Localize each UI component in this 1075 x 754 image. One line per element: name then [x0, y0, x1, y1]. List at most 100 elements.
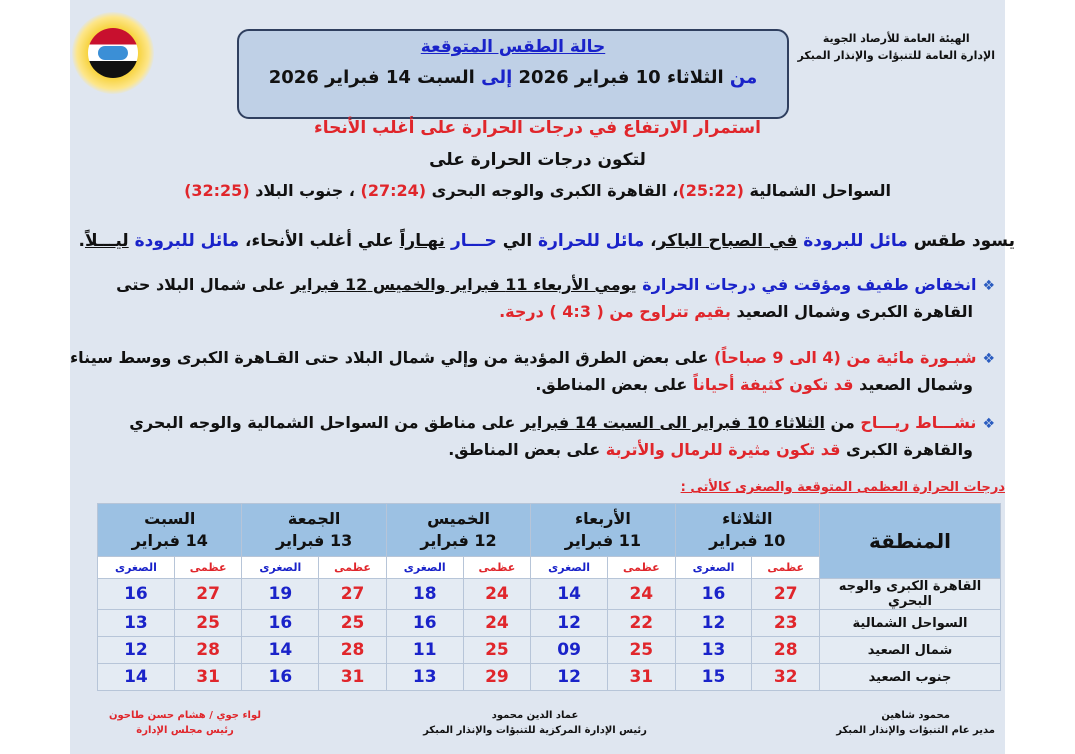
forecast-paragraph: ❖ شبـورة مائية من (4 الى 9 صباحاً) على بع… [70, 345, 995, 398]
text-segment: (32:25) [184, 181, 250, 200]
paragraph-line: القاهرة الكبرى وشمال الصعيد بقيم تتراوح … [70, 299, 995, 325]
text-segment: . [78, 231, 85, 251]
min-temp: 12 [530, 663, 609, 691]
table-row: القاهرة الكبرى والوجه البحري 27 16 24 14 24 18… [97, 578, 1001, 610]
org-department: الإدارة العامة للتنبؤات والإنذار المبكر [797, 49, 995, 62]
min-temp: 15 [674, 663, 753, 691]
paragraph-line: ❖ نشـــاط ريـــاح من الثلاثاء 10 فبراير ا… [70, 410, 995, 437]
text-segment: من [824, 413, 855, 432]
cloud-icon [98, 46, 128, 60]
max-temp: 31 [173, 663, 243, 691]
max-temp: 27 [173, 578, 243, 610]
text-segment: على بعض الطرق المؤدية من وإلي شمال البلا… [69, 348, 709, 367]
max-temp: 24 [462, 578, 532, 610]
text-segment: الي [496, 231, 533, 251]
text-segment: نشـــاط ريـــاح [854, 413, 977, 432]
region-name: شمال الصعيد [819, 636, 1001, 664]
min-temp: 13 [97, 609, 175, 637]
max-temp: 24 [607, 578, 676, 610]
text-segment: ، [644, 231, 657, 251]
max-label: عظمى [751, 556, 820, 579]
text-segment: على شمال البلاد حتى [116, 275, 292, 294]
min-label: الصغرى [385, 556, 464, 579]
text-segment: على بعض المناطق. [448, 440, 601, 459]
max-temp: 22 [607, 609, 676, 637]
text-segment: (25:22) [678, 181, 744, 200]
min-label: الصغرى [530, 556, 609, 579]
date-range: من الثلاثاء 10 فبراير 2026 إلى السبت 14 … [268, 67, 758, 88]
max-temp: 25 [173, 609, 243, 637]
forecast-paragraph: ❖ نشـــاط ريـــاح من الثلاثاء 10 فبراير ا… [70, 410, 995, 463]
headline-temps: السواحل الشمالية (25:22)، القاهرة الكبرى… [70, 181, 1005, 200]
region-name: جنوب الصعيد [819, 663, 1001, 691]
day-header: السبت 14 فبراير [96, 503, 243, 557]
max-temp: 31 [607, 663, 676, 691]
min-temp: 18 [385, 578, 464, 610]
min-temp: 14 [241, 636, 320, 664]
max-label: عظمى [173, 556, 243, 579]
text-segment: ، القاهرة الكبرى والوجه البحرى [426, 181, 679, 200]
text-segment: على مناطق من السواحل الشمالية والوجه الب… [129, 413, 521, 432]
region-name: القاهرة الكبرى والوجه البحري [819, 578, 1001, 610]
title-box: حالة الطقس المتوقعة من الثلاثاء 10 فبراي… [237, 29, 789, 119]
min-temp: 14 [530, 578, 609, 610]
region-name: السواحل الشمالية [819, 609, 1001, 637]
text-segment: نهـاراً [399, 231, 446, 251]
table-row: السواحل الشمالية 23 12 22 12 24 16 25 16 25 13 [97, 609, 1001, 637]
text-segment: مائل للحرارة [532, 231, 645, 251]
max-label: عظمى [462, 556, 532, 579]
paragraph-line: وشمال الصعيد قد تكون كثيفة أحياناً على ب… [70, 372, 995, 398]
day-header: الثلاثاء 10 فبراير [674, 503, 821, 557]
text-segment: (27:24) [360, 181, 427, 200]
max-temp: 25 [607, 636, 676, 664]
max-temp: 24 [462, 609, 532, 637]
paragraph-line: يسود طقس مائل للبرودة في الصباح الباكر، … [79, 228, 1015, 254]
forecast-paragraph: ❖ انخفاض طفيف ومؤقت في درجات الحرارة يومي… [70, 272, 995, 325]
forecast-paragraph: يسود طقس مائل للبرودة في الصباح الباكر، … [79, 228, 1015, 254]
min-temp: 12 [97, 636, 175, 664]
bullet-icon: ❖ [982, 351, 995, 367]
text-segment: السواحل الشمالية [743, 181, 891, 200]
bullet-icon: ❖ [982, 278, 995, 294]
max-temp: 28 [173, 636, 243, 664]
text-segment: مائل للبرودة [797, 231, 908, 251]
min-temp: 09 [530, 636, 609, 664]
text-segment: ، جنوب البلاد [249, 181, 361, 200]
org-name: الهيئة العامة للأرصاد الجوية [822, 32, 970, 45]
max-temp: 28 [318, 636, 387, 664]
table-row: شمال الصعيد 28 13 25 09 25 11 28 14 28 12 [97, 636, 1001, 664]
text-segment: في الصباح الباكر [656, 231, 798, 251]
text-segment: شبـورة مائية من (4 الى 9 صباحاً) [708, 348, 977, 367]
text-segment: ليـــلاً [85, 231, 129, 251]
min-temp: 12 [674, 609, 753, 637]
min-temp: 16 [241, 609, 320, 637]
paragraph-line: ❖ شبـورة مائية من (4 الى 9 صباحاً) على بع… [70, 345, 995, 372]
min-label: الصغرى [97, 556, 175, 579]
min-label: الصغرى [674, 556, 753, 579]
max-temp: 29 [462, 663, 532, 691]
headline-sub: لتكون درجات الحرارة على [429, 150, 646, 170]
table-row: جنوب الصعيد 32 15 31 12 29 13 31 16 31 14 [97, 663, 1001, 691]
text-segment: مائل للبرودة [128, 231, 240, 251]
text-segment: وشمال الصعيد [853, 375, 973, 394]
text-segment: والقاهرة الكبرى [840, 440, 973, 459]
signature-1: محمود شاهين مدير عام التنبؤات والإنذار ال… [836, 710, 995, 736]
min-temp: 13 [385, 663, 464, 691]
region-header: المنطقة [819, 503, 1001, 579]
min-temp: 13 [674, 636, 753, 664]
min-temp: 14 [97, 663, 175, 691]
max-label: عظمى [607, 556, 676, 579]
text-segment: على بعض المناطق. [535, 375, 688, 394]
max-label: عظمى [318, 556, 387, 579]
headline: استمرار الارتفاع في درجات الحرارة على أغ… [314, 118, 761, 138]
min-label: الصغرى [241, 556, 320, 579]
text-segment: علي أغلب الأنحاء، [239, 231, 400, 251]
text-segment: قد تكون مثيرة للرمال والأتربة [600, 440, 841, 459]
min-temp: 11 [385, 636, 464, 664]
text-segment: الثلاثاء 10 فبراير الى السبت 14 فبراير [520, 413, 825, 432]
text-segment: القاهرة الكبرى وشمال الصعيد [730, 302, 973, 321]
max-temp: 27 [751, 578, 820, 610]
max-temp: 27 [318, 578, 387, 610]
organization-header: الهيئة العامة للأرصاد الجوية الإدارة الع… [798, 30, 995, 64]
paragraph-line: والقاهرة الكبرى قد تكون مثيرة للرمال وال… [70, 437, 995, 463]
